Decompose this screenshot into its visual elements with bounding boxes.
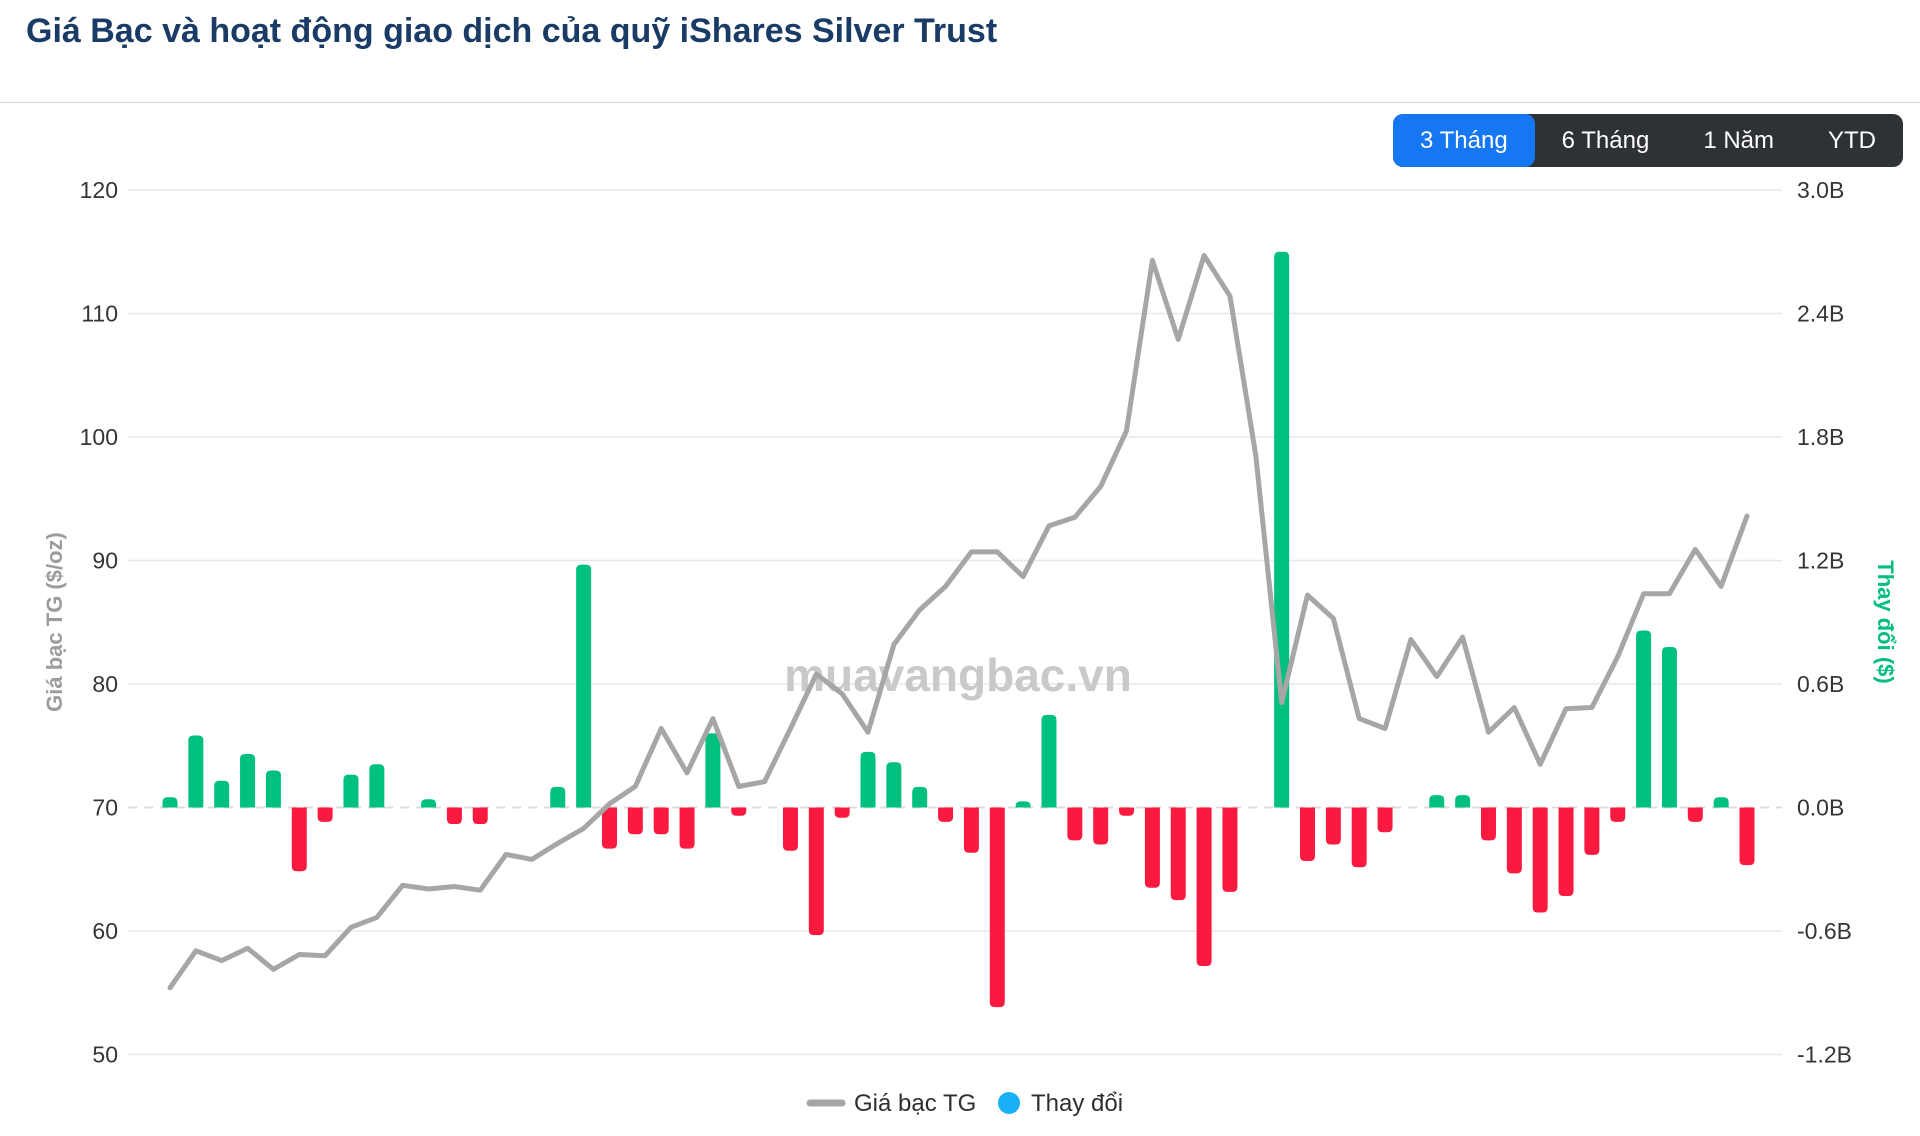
- change-bar[interactable]: [576, 564, 592, 808]
- change-bar[interactable]: [1480, 807, 1496, 841]
- y-right-tick: -0.6B: [1797, 918, 1852, 944]
- change-bar[interactable]: [162, 797, 178, 808]
- range-button-3-months[interactable]: 3 Tháng: [1393, 114, 1535, 167]
- change-bar[interactable]: [1687, 807, 1703, 822]
- y-axis-right-title: Thay đổi ($): [1873, 560, 1898, 683]
- change-bar[interactable]: [214, 780, 230, 808]
- y-right-tick: 1.2B: [1797, 548, 1844, 574]
- change-bar[interactable]: [912, 786, 928, 808]
- range-button-ytd[interactable]: YTD: [1828, 127, 1876, 154]
- change-bar[interactable]: [550, 786, 566, 808]
- chart-legend: Giá bạc TG Thay đổi: [806, 1090, 1123, 1117]
- change-bars-series: [162, 251, 1755, 1008]
- page-title: Giá Bạc và hoạt động giao dịch của quỹ i…: [26, 12, 998, 50]
- y-left-tick: 50: [92, 1042, 118, 1068]
- y-right-tick: 0.0B: [1797, 795, 1844, 821]
- change-bar[interactable]: [1015, 801, 1031, 808]
- change-bar[interactable]: [472, 807, 488, 824]
- change-bar[interactable]: [1300, 807, 1316, 862]
- y-left-tick: 120: [80, 177, 118, 203]
- change-bar[interactable]: [731, 807, 747, 816]
- change-bar[interactable]: [1093, 807, 1109, 845]
- change-bar[interactable]: [421, 799, 437, 808]
- change-bar[interactable]: [291, 807, 307, 872]
- watermark: muavangbac.vn: [784, 649, 1132, 701]
- change-bar[interactable]: [1661, 646, 1677, 808]
- y-axis-left-tick-labels: 120 110 100 90 80 70 60 50: [80, 177, 118, 1068]
- y-right-tick: 0.6B: [1797, 671, 1844, 697]
- change-bar[interactable]: [1196, 807, 1212, 966]
- change-bar[interactable]: [1532, 807, 1548, 913]
- y-axis-right-tick-labels: 3.0B 2.4B 1.8B 1.2B 0.6B 0.0B -0.6B -1.2B: [1797, 177, 1852, 1068]
- legend-label-change: Thay đổi: [1031, 1090, 1123, 1117]
- change-bar[interactable]: [679, 807, 695, 849]
- change-bar[interactable]: [808, 807, 824, 936]
- change-bar[interactable]: [1506, 807, 1522, 874]
- change-bar[interactable]: [705, 733, 721, 808]
- change-bar[interactable]: [886, 762, 902, 808]
- header-divider: [0, 102, 1920, 103]
- change-bar[interactable]: [1739, 807, 1755, 866]
- range-button-group: 3 Tháng 6 Tháng 1 Năm YTD: [1393, 114, 1903, 167]
- change-bar[interactable]: [627, 807, 643, 835]
- range-button-1-year[interactable]: 1 Năm: [1703, 127, 1774, 154]
- change-bar[interactable]: [1713, 797, 1729, 808]
- range-button-6-months[interactable]: 6 Tháng: [1561, 127, 1650, 154]
- change-bar[interactable]: [860, 751, 876, 808]
- change-bar[interactable]: [1610, 807, 1626, 822]
- y-right-tick: -1.2B: [1797, 1042, 1852, 1068]
- y-axis-left-title: Giá bạc TG ($/oz): [42, 532, 67, 712]
- legend-label-price: Giá bạc TG: [854, 1090, 976, 1117]
- change-bar[interactable]: [963, 807, 979, 853]
- change-bar[interactable]: [1429, 795, 1445, 808]
- legend-item-price[interactable]: Giá bạc TG: [806, 1090, 976, 1117]
- change-bar[interactable]: [317, 807, 333, 822]
- y-right-tick: 3.0B: [1797, 177, 1844, 203]
- change-bar[interactable]: [653, 807, 669, 835]
- silver-price-line[interactable]: [167, 253, 1750, 991]
- change-bar[interactable]: [188, 735, 204, 808]
- change-bar[interactable]: [1455, 795, 1471, 808]
- change-bar[interactable]: [265, 770, 281, 808]
- change-bar[interactable]: [1067, 807, 1083, 841]
- y-left-tick: 70: [92, 795, 118, 821]
- change-bar[interactable]: [1274, 251, 1290, 808]
- change-bar[interactable]: [446, 807, 462, 824]
- change-bar[interactable]: [1351, 807, 1367, 868]
- change-bar[interactable]: [989, 807, 1005, 1008]
- change-bar[interactable]: [1170, 807, 1186, 901]
- change-bar[interactable]: [938, 807, 954, 822]
- change-bar[interactable]: [601, 807, 617, 849]
- y-right-tick: 1.8B: [1797, 424, 1844, 450]
- change-bar[interactable]: [1558, 807, 1574, 897]
- change-bar[interactable]: [369, 764, 385, 808]
- change-bar[interactable]: [343, 774, 359, 808]
- y-left-tick: 60: [92, 918, 118, 944]
- y-right-tick: 2.4B: [1797, 301, 1844, 327]
- change-bar[interactable]: [1041, 714, 1057, 808]
- y-left-tick: 90: [92, 548, 118, 574]
- change-bar[interactable]: [1584, 807, 1600, 855]
- y-left-tick: 80: [92, 671, 118, 697]
- change-bar[interactable]: [834, 807, 850, 818]
- change-bar[interactable]: [240, 753, 256, 808]
- change-bar[interactable]: [1377, 807, 1393, 833]
- legend-item-change[interactable]: Thay đổi: [998, 1090, 1123, 1117]
- change-bar[interactable]: [1222, 807, 1238, 892]
- change-bar[interactable]: [782, 807, 798, 851]
- change-bar[interactable]: [1144, 807, 1160, 888]
- y-left-tick: 110: [81, 301, 118, 327]
- change-bar[interactable]: [1325, 807, 1341, 845]
- change-bar[interactable]: [1636, 630, 1652, 808]
- legend-circle-marker: [998, 1092, 1020, 1114]
- y-left-tick: 100: [80, 424, 118, 450]
- gridlines: [128, 189, 1782, 1056]
- change-bar[interactable]: [1119, 807, 1135, 816]
